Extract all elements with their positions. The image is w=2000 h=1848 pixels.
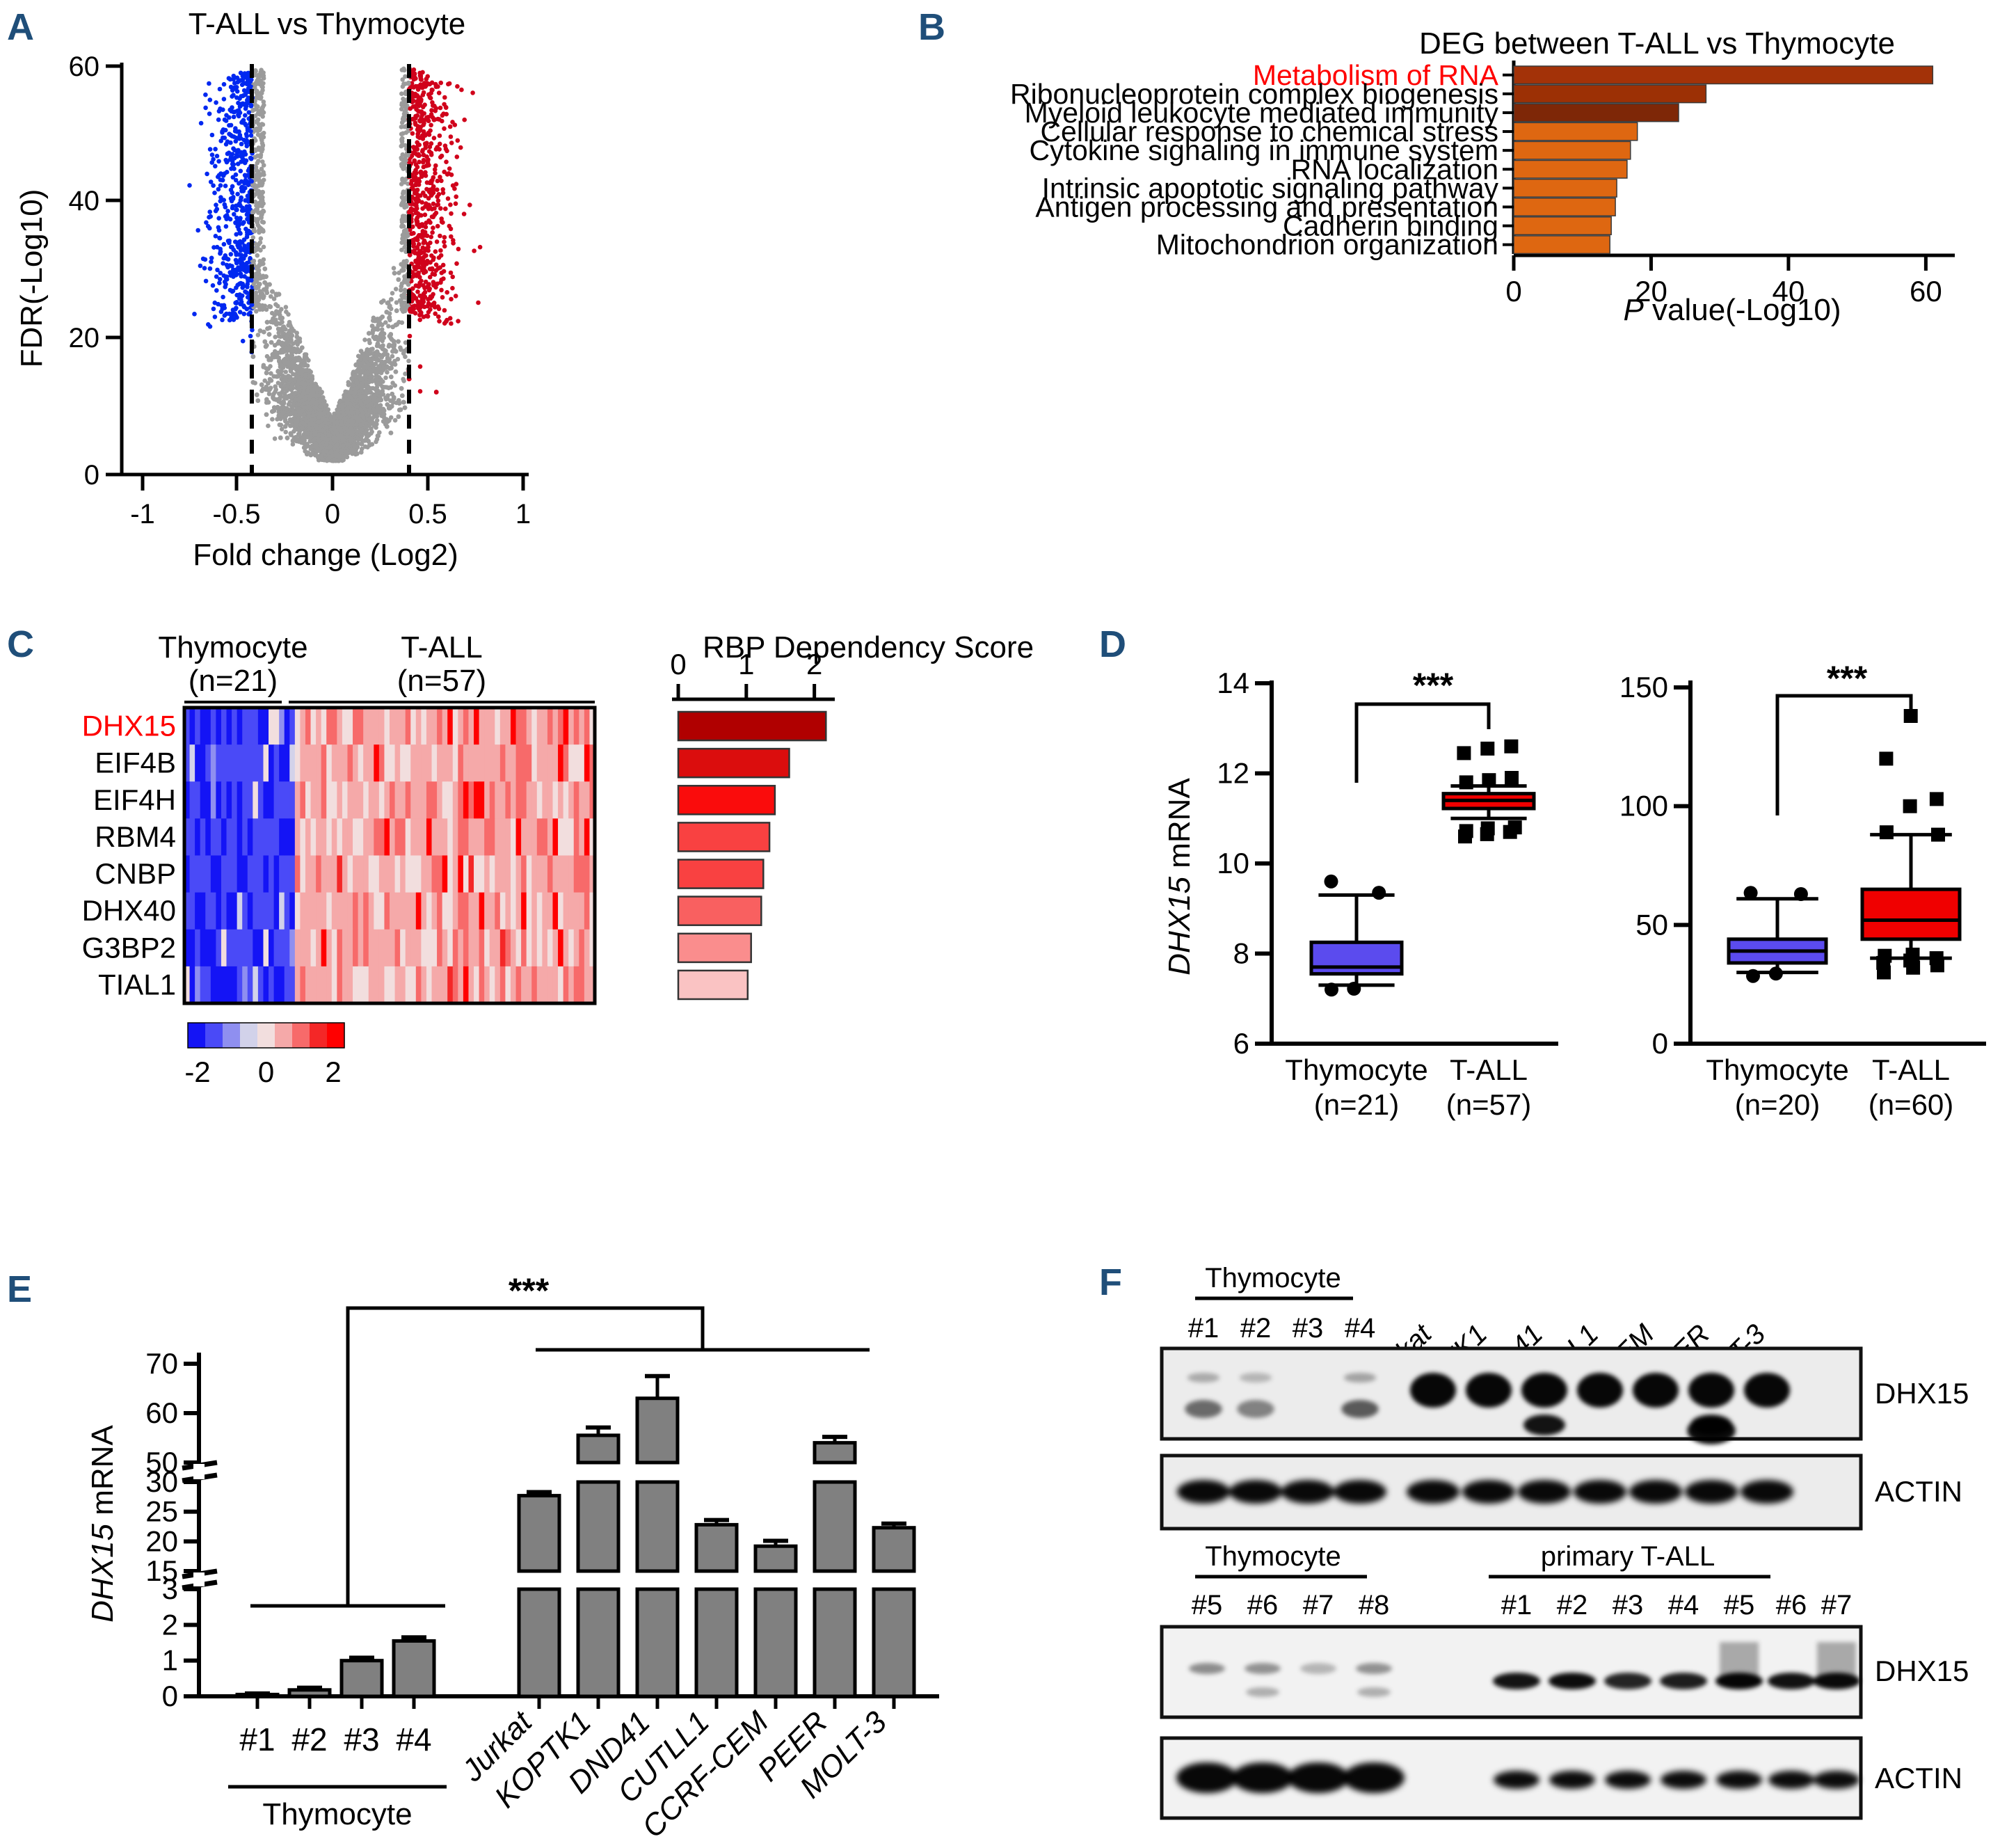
volcano-point (399, 347, 403, 352)
volcano-point (283, 429, 289, 435)
volcano-point (267, 376, 273, 382)
volcano-point (290, 442, 296, 447)
volcano-point (269, 294, 273, 299)
volcano-point (275, 417, 280, 422)
volcano-point (367, 337, 371, 343)
panel-a-xtick-05: 0.5 (408, 499, 447, 529)
volcano-point (385, 301, 390, 305)
volcano-point (248, 333, 253, 339)
volcano-point (406, 358, 411, 364)
panel-a-title: T-ALL vs Thymocyte (188, 7, 466, 41)
volcano-point (407, 333, 413, 339)
volcano-point (273, 384, 278, 389)
volcano-point (269, 371, 273, 376)
volcano-point (287, 321, 292, 327)
panel-a-ytick-40: 40 (69, 186, 100, 216)
volcano-point (387, 317, 392, 323)
volcano-point (271, 296, 277, 301)
volcano-point (288, 423, 293, 429)
volcano-point (417, 364, 423, 369)
volcano-point (240, 338, 246, 344)
volcano-point (385, 352, 390, 357)
volcano-point (417, 389, 423, 394)
volcano-point (390, 291, 395, 296)
volcano-point (266, 366, 271, 372)
volcano-point (266, 358, 271, 363)
volcano-point (394, 300, 399, 305)
volcano-point (273, 335, 278, 340)
volcano-point (403, 354, 408, 359)
volcano-point (283, 369, 289, 374)
volcano-point (383, 375, 388, 381)
panel-a-ytick-0: 0 (84, 460, 99, 491)
volcano-point (386, 324, 391, 329)
volcano-point (390, 353, 395, 359)
panel-a-xtick-neg05: -0.5 (213, 499, 261, 529)
volcano-point (266, 423, 271, 429)
volcano-point (401, 379, 406, 383)
volcano-point (374, 417, 380, 423)
volcano-point (283, 305, 289, 310)
panel-a-xtick-1: 1 (515, 499, 531, 529)
volcano-point (297, 339, 303, 344)
volcano-point (374, 414, 380, 419)
panel-a-xtick-0: 0 (325, 499, 340, 529)
volcano-point (379, 327, 385, 332)
volcano-point (374, 437, 380, 442)
panel-a-volcano-plot: 0 20 40 60 -1 -0.5 0 0.5 1 FDR(-Log10) F… (0, 49, 557, 578)
panel-a-ytick-20: 20 (69, 323, 100, 353)
volcano-point (284, 309, 289, 314)
volcano-point (387, 305, 392, 310)
volcano-point (270, 417, 275, 422)
volcano-point (377, 430, 382, 435)
panel-a-ytick-60: 60 (69, 51, 100, 82)
volcano-point (374, 385, 379, 391)
volcano-point (273, 302, 278, 307)
volcano-point (385, 369, 390, 375)
volcano-point (392, 383, 397, 388)
volcano-point (387, 342, 392, 348)
volcano-point (275, 381, 281, 385)
volcano-point (266, 391, 272, 397)
volcano-point (271, 391, 276, 397)
volcano-point (437, 319, 442, 324)
volcano-point (391, 266, 397, 271)
volcano-point (383, 320, 388, 325)
panel-a-xtick-neg1: -1 (130, 499, 155, 529)
volcano-point (392, 417, 398, 423)
volcano-point (287, 328, 292, 333)
volcano-point (259, 388, 264, 394)
volcano-point (264, 353, 270, 359)
volcano-point (272, 436, 278, 441)
volcano-point (403, 372, 408, 376)
volcano-point (362, 337, 367, 342)
volcano-point (393, 287, 399, 292)
volcano-point (417, 317, 422, 323)
panel-a-letter: A (7, 6, 34, 48)
volcano-point (294, 339, 299, 344)
volcano-point (374, 425, 378, 430)
volcano-point (287, 417, 293, 422)
volcano-point (277, 422, 282, 427)
volcano-point (255, 333, 261, 337)
